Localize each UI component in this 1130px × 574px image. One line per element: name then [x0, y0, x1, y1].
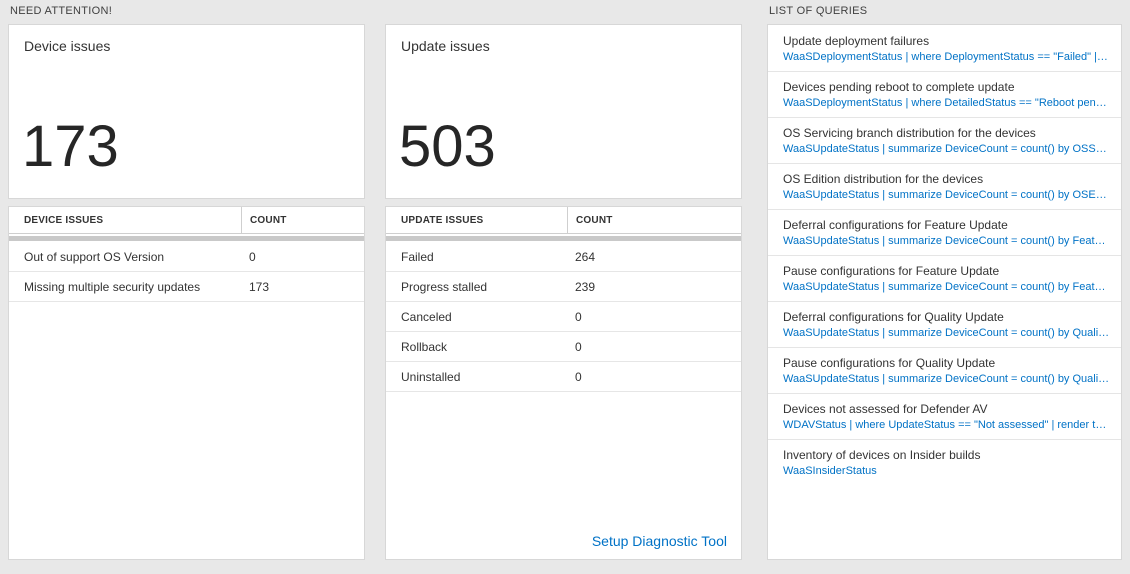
query-list-item[interactable]: Pause configurations for Feature Update … [768, 256, 1121, 302]
query-title: Devices pending reboot to complete updat… [783, 80, 1015, 94]
table-row[interactable]: Canceled 0 [386, 302, 741, 332]
row-label: Out of support OS Version [24, 249, 165, 264]
query-title: Inventory of devices on Insider builds [783, 448, 981, 462]
table-row[interactable]: Progress stalled 239 [386, 272, 741, 302]
query-list-item[interactable]: OS Edition distribution for the devices … [768, 164, 1121, 210]
query-title: Devices not assessed for Defender AV [783, 402, 988, 416]
row-count: 0 [575, 309, 582, 324]
query-list-item[interactable]: Devices pending reboot to complete updat… [768, 72, 1121, 118]
table-row[interactable]: Uninstalled 0 [386, 362, 741, 392]
row-count: 0 [575, 339, 582, 354]
query-title: Deferral configurations for Feature Upda… [783, 218, 1008, 232]
query-link[interactable]: WaaSUpdateStatus | summarize DeviceCount… [783, 373, 1111, 385]
device-issues-column: Device issues 173 DEVICE ISSUES COUNT Ou… [8, 24, 365, 560]
list-of-queries-card: Update deployment failures WaaSDeploymen… [767, 24, 1122, 560]
query-title: Update deployment failures [783, 34, 930, 48]
query-list-item[interactable]: Inventory of devices on Insider builds W… [768, 440, 1121, 485]
column-header-update-issues: UPDATE ISSUES [401, 214, 484, 226]
column-header-count: COUNT [241, 207, 364, 233]
update-issues-table: UPDATE ISSUES COUNT Failed 264 Progress … [385, 206, 742, 560]
device-issues-table-header: DEVICE ISSUES COUNT [9, 207, 364, 234]
column-header-count: COUNT [567, 207, 741, 233]
update-issues-column: Update issues 503 UPDATE ISSUES COUNT Fa… [385, 24, 742, 560]
query-link[interactable]: WaaSUpdateStatus | summarize DeviceCount… [783, 189, 1111, 201]
query-list-item[interactable]: Deferral configurations for Feature Upda… [768, 210, 1121, 256]
row-count: 239 [575, 279, 596, 294]
query-link[interactable]: WaaSDeploymentStatus | where DetailedSta… [783, 97, 1111, 109]
row-label: Uninstalled [401, 369, 461, 384]
update-issues-table-header: UPDATE ISSUES COUNT [386, 207, 741, 234]
query-list-item[interactable]: Update deployment failures WaaSDeploymen… [768, 26, 1121, 72]
list-of-queries-header: LIST OF QUERIES [769, 5, 868, 17]
query-link[interactable]: WaaSUpdateStatus | summarize DeviceCount… [783, 327, 1111, 339]
query-list-item[interactable]: Pause configurations for Quality Update … [768, 348, 1121, 394]
update-issues-count: 503 [399, 114, 496, 179]
device-issues-title: Device issues [24, 38, 111, 54]
setup-diagnostic-tool-link[interactable]: Setup Diagnostic Tool [591, 533, 727, 549]
query-title: Deferral configurations for Quality Upda… [783, 310, 1004, 324]
row-count: 173 [249, 279, 270, 294]
table-row[interactable]: Out of support OS Version 0 [9, 242, 364, 272]
query-title: OS Servicing branch distribution for the… [783, 126, 1036, 140]
horizontal-scrollbar[interactable] [386, 236, 741, 241]
query-link[interactable]: WaaSUpdateStatus | summarize DeviceCount… [783, 281, 1111, 293]
row-count: 0 [249, 249, 256, 264]
row-label: Canceled [401, 309, 452, 324]
update-issues-title: Update issues [401, 38, 490, 54]
query-title: Pause configurations for Quality Update [783, 356, 996, 370]
row-label: Failed [401, 249, 434, 264]
horizontal-scrollbar[interactable] [9, 236, 364, 241]
query-link[interactable]: WaaSInsiderStatus [783, 465, 877, 477]
row-label: Missing multiple security updates [24, 279, 201, 294]
query-list-item[interactable]: OS Servicing branch distribution for the… [768, 118, 1121, 164]
row-count: 0 [575, 369, 582, 384]
row-label: Rollback [401, 339, 448, 354]
table-row[interactable]: Failed 264 [386, 242, 741, 272]
column-header-device-issues: DEVICE ISSUES [24, 214, 104, 226]
table-row[interactable]: Rollback 0 [386, 332, 741, 362]
query-link[interactable]: WaaSDeploymentStatus | where DeploymentS… [783, 51, 1108, 63]
device-issues-table: DEVICE ISSUES COUNT Out of support OS Ve… [8, 206, 365, 560]
query-list-item[interactable]: Deferral configurations for Quality Upda… [768, 302, 1121, 348]
query-link[interactable]: WaaSUpdateStatus | summarize DeviceCount… [783, 235, 1111, 247]
query-title: OS Edition distribution for the devices [783, 172, 984, 186]
update-issues-tile[interactable]: Update issues 503 [385, 24, 742, 199]
row-label: Progress stalled [401, 279, 488, 294]
device-issues-tile[interactable]: Device issues 173 [8, 24, 365, 199]
table-row[interactable]: Missing multiple security updates 173 [9, 272, 364, 302]
query-link[interactable]: WaaSUpdateStatus | summarize DeviceCount… [783, 143, 1111, 155]
query-link[interactable]: WDAVStatus | where UpdateStatus == "Not … [783, 419, 1111, 431]
query-list-item[interactable]: Devices not assessed for Defender AV WDA… [768, 394, 1121, 440]
device-issues-count: 173 [22, 114, 119, 179]
row-count: 264 [575, 249, 596, 264]
need-attention-header: NEED ATTENTION! [10, 5, 113, 17]
query-title: Pause configurations for Feature Update [783, 264, 1000, 278]
